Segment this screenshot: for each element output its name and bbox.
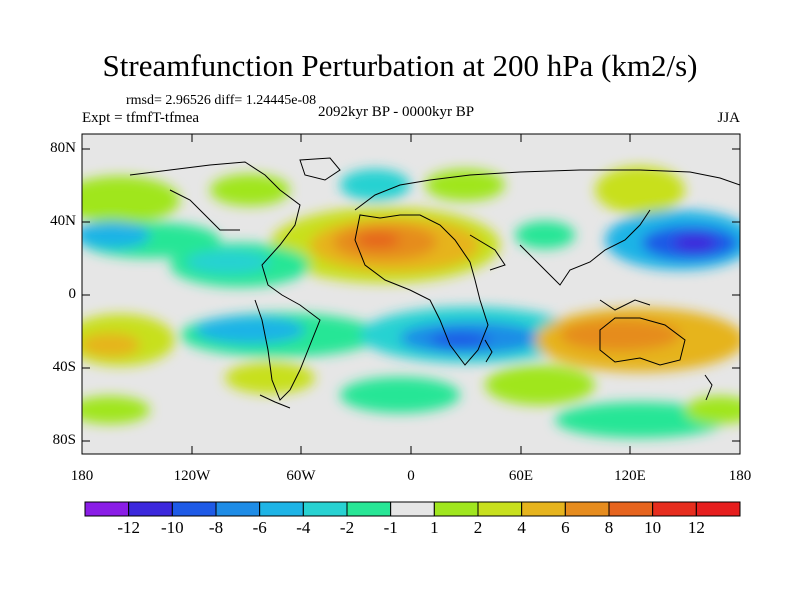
lon-label-180e: 180	[728, 468, 752, 484]
colorbar-label: -4	[296, 518, 311, 537]
colorbar-label: 8	[604, 518, 614, 537]
colorbar-swatch	[346, 501, 392, 517]
lon-label-60w: 60W	[286, 468, 316, 484]
lat-label-0: 0	[68, 286, 77, 302]
lon-label-120w: 120W	[173, 468, 211, 484]
coastlines	[129, 157, 740, 409]
experiment-label: Expt = tfmfT-tfmea	[82, 110, 200, 126]
contour-field	[82, 134, 740, 454]
colorbar-swatch	[171, 501, 217, 517]
period-label: 2092kyr BP - 0000kyr BP	[318, 104, 475, 120]
stats-label: rmsd= 2.96526 diff= 1.24445e-08	[126, 93, 317, 108]
colorbar-swatch	[390, 501, 435, 517]
colorbar-label: 12	[687, 518, 705, 537]
colorbar-label: 1	[430, 518, 439, 537]
colorbar-label: -2	[339, 518, 355, 537]
colorbar-label: 2	[473, 518, 483, 537]
colorbar-label: -10	[160, 518, 184, 537]
colorbar-swatch	[84, 501, 130, 517]
colorbar-swatch	[564, 501, 610, 517]
colorbar-label: 6	[561, 518, 570, 537]
colorbar-label: 10	[644, 518, 662, 537]
colorbar-swatch	[608, 501, 654, 517]
colorbar-swatch	[477, 501, 523, 517]
colorbar-label: -1	[383, 518, 398, 537]
colorbar-swatch	[652, 501, 697, 517]
colorbar-label: -8	[208, 518, 224, 537]
lat-label-40s: 40S	[52, 359, 76, 375]
lat-label-80n: 80N	[50, 140, 76, 156]
colorbar-label: -6	[252, 518, 267, 537]
colorbar-swatch	[128, 501, 173, 517]
chart-title: Streamfunction Perturbation at 200 hPa (…	[102, 48, 698, 83]
colorbar-swatch	[302, 501, 348, 517]
colorbar-label: 4	[517, 518, 526, 537]
colorbar-label: -12	[117, 518, 140, 537]
colorbar-swatch	[215, 501, 261, 517]
lon-label-60e: 60E	[508, 468, 534, 484]
colorbar	[84, 501, 741, 517]
season-label: JJA	[717, 110, 740, 126]
lon-label-180w: 180	[70, 468, 94, 484]
lat-label-80s: 80S	[52, 432, 76, 448]
lat-label-40n: 40N	[50, 213, 76, 229]
colorbar-swatch	[521, 501, 566, 517]
colorbar-swatch	[695, 501, 741, 517]
lon-label-0: 0	[407, 468, 415, 484]
lon-label-120e: 120E	[614, 468, 646, 484]
colorbar-swatch	[259, 501, 304, 517]
axis-ticks	[82, 134, 740, 454]
colorbar-swatch	[433, 501, 479, 517]
